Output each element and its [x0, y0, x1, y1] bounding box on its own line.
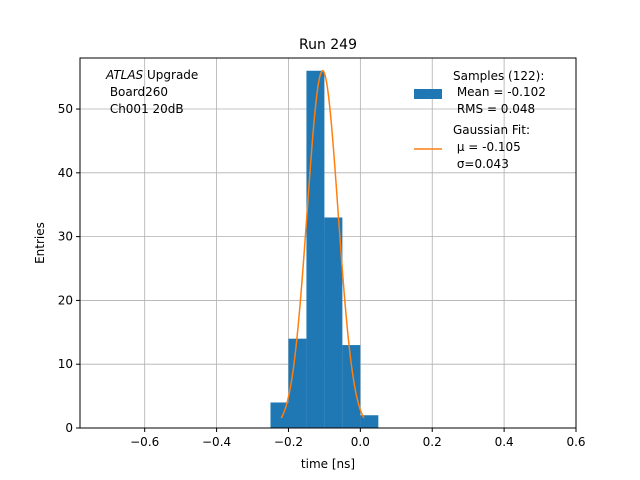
- annotation-experiment-suffix: Upgrade: [143, 68, 198, 82]
- x-tick-label-0: −0.6: [130, 435, 159, 449]
- annotation: ATLAS Upgrade Board260 Ch001 20dB: [105, 68, 198, 116]
- x-tick-label-1: −0.4: [202, 435, 231, 449]
- y-tick-label-3: 30: [58, 230, 73, 244]
- histogram-bar-4: [342, 345, 361, 428]
- histogram-bar-0: [270, 402, 289, 428]
- legend-samples-mean: Mean = -0.102: [453, 85, 546, 99]
- legend-fit-sigma: σ=0.043: [453, 157, 509, 171]
- annotation-line-2: Board260: [106, 85, 168, 99]
- x-tick-label-3: 0.0: [351, 435, 370, 449]
- y-tick-label-2: 20: [58, 293, 73, 307]
- x-ticks: −0.6 −0.4 −0.2 0.0 0.2 0.4 0.6: [130, 428, 586, 449]
- legend: Samples (122): Mean = -0.102 RMS = 0.048…: [414, 69, 546, 171]
- legend-samples-title: Samples (122):: [453, 69, 544, 83]
- legend-fit-mu: μ = -0.105: [453, 140, 521, 154]
- annotation-line-3: Ch001 20dB: [106, 102, 184, 116]
- x-axis-label: time [ns]: [301, 457, 355, 471]
- x-tick-label-5: 0.4: [495, 435, 514, 449]
- x-tick-label-2: −0.2: [274, 435, 303, 449]
- chart-title: Run 249: [299, 37, 357, 53]
- y-axis-label: Entries: [33, 222, 47, 264]
- annotation-line-1: ATLAS Upgrade: [105, 68, 198, 82]
- x-tick-label-4: 0.2: [423, 435, 442, 449]
- gaussian-fit-line: [280, 69, 365, 419]
- y-tick-label-5: 50: [58, 102, 73, 116]
- histogram-bar-5: [360, 415, 379, 428]
- histogram-bar-1: [288, 338, 307, 428]
- legend-samples-swatch: [414, 89, 442, 99]
- x-tick-label-6: 0.6: [566, 435, 585, 449]
- legend-fit-title: Gaussian Fit:: [453, 123, 530, 137]
- legend-samples-rms: RMS = 0.048: [453, 102, 535, 116]
- axes-frame: [79, 57, 577, 429]
- y-tick-label-1: 10: [58, 357, 73, 371]
- y-tick-label-0: 0: [65, 421, 73, 435]
- annotation-experiment: ATLAS: [105, 68, 144, 82]
- y-ticks: 0 10 20 30 40 50: [58, 102, 80, 435]
- y-tick-label-4: 40: [58, 166, 73, 180]
- histogram-bar-3: [324, 217, 343, 428]
- histogram-bar-2: [306, 70, 325, 429]
